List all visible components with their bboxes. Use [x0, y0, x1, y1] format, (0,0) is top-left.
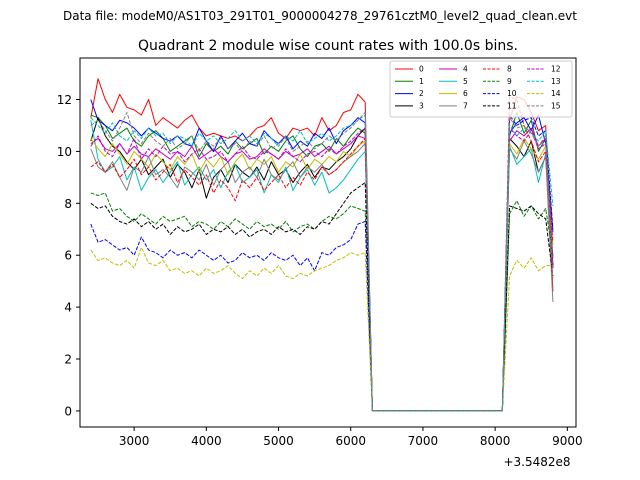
series-line-10 [90, 114, 554, 412]
legend-label-9: 9 [507, 77, 512, 86]
suptitle: Data file: modeM0/AS1T03_291T01_90000042… [63, 9, 577, 23]
series-line-3 [90, 117, 554, 412]
plot-lines [90, 78, 554, 412]
series-line-1 [90, 111, 554, 412]
y-axis-ticks: 0 2 4 6 8 10 12 [57, 93, 80, 418]
legend-label-12: 12 [551, 65, 561, 74]
x-tick-label: 3000 [119, 434, 150, 448]
legend-label-13: 13 [551, 77, 561, 86]
y-tick-label: 4 [64, 301, 72, 315]
x-tick-label: 7000 [408, 434, 439, 448]
series-line-4 [90, 127, 554, 412]
legend-box [389, 60, 573, 118]
legend-label-1: 1 [419, 77, 424, 86]
series-line-2 [90, 99, 554, 412]
legend-label-7: 7 [463, 101, 468, 110]
series-line-6 [90, 137, 554, 412]
legend-label-4: 4 [463, 65, 468, 74]
legend-label-11: 11 [507, 101, 517, 110]
series-line-7 [90, 140, 554, 412]
y-tick-label: 10 [57, 145, 72, 159]
x-offset-text: +3.5482e8 [503, 455, 570, 469]
chart-title: Quadrant 2 module wise count rates with … [138, 38, 518, 54]
x-tick-label: 6000 [335, 434, 366, 448]
legend-label-5: 5 [463, 77, 468, 86]
legend-label-15: 15 [551, 101, 561, 110]
legend-label-3: 3 [419, 101, 424, 110]
y-tick-label: 2 [64, 353, 72, 367]
series-line-12 [90, 127, 554, 412]
series-line-14 [90, 246, 553, 412]
legend-label-8: 8 [507, 65, 512, 74]
legend-label-10: 10 [507, 89, 517, 98]
legend-label-2: 2 [419, 89, 424, 98]
axes-frame [79, 57, 577, 428]
legend-label-0: 0 [419, 65, 424, 74]
x-axis-ticks: 3000 4000 5000 6000 7000 8000 9000 [119, 427, 583, 448]
y-tick-label: 8 [64, 197, 72, 211]
x-tick-label: 4000 [191, 434, 222, 448]
series-line-11 [90, 182, 554, 412]
y-tick-label: 12 [57, 93, 72, 107]
series-line-15 [90, 111, 554, 412]
legend-label-6: 6 [463, 89, 468, 98]
x-tick-label: 5000 [263, 434, 294, 448]
y-tick-label: 6 [64, 249, 72, 263]
x-tick-label: 9000 [552, 434, 583, 448]
series-line-9 [90, 192, 554, 412]
y-tick-label: 0 [64, 404, 72, 418]
legend-label-14: 14 [551, 89, 561, 98]
series-line-0 [90, 78, 554, 412]
x-tick-label: 8000 [480, 434, 511, 448]
